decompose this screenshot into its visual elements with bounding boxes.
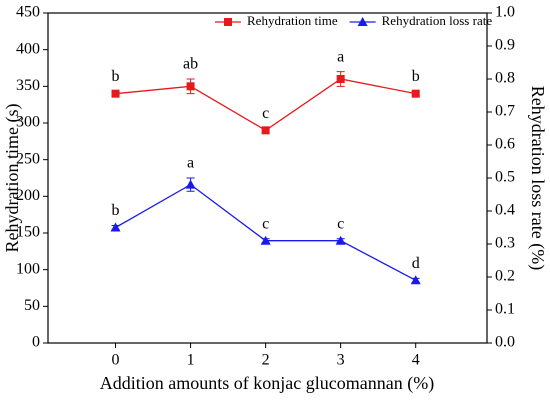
significance-letter: b [112, 202, 120, 219]
y-tick-label: 50 [24, 297, 40, 314]
significance-letter: d [412, 255, 420, 272]
point [186, 82, 195, 91]
y2-tick-label: 0.7 [495, 103, 515, 120]
y2-tick-label: 1.0 [495, 4, 515, 21]
y-tick-label: 300 [16, 114, 40, 131]
y2-tick-label: 0.8 [495, 70, 515, 87]
point [110, 222, 121, 232]
y2-tick-label: 0.9 [495, 37, 515, 54]
x-tick-label: 3 [337, 352, 345, 369]
y2-tick-label: 0.1 [495, 301, 515, 318]
point [185, 179, 196, 189]
significance-letter: a [337, 48, 344, 65]
y2-tick-label: 0.2 [495, 268, 515, 285]
y2-tick-label: 0.6 [495, 136, 515, 153]
y-tick-label: 250 [16, 150, 40, 167]
y-tick-label: 150 [16, 224, 40, 241]
significance-letter: c [262, 215, 269, 232]
legend-label: Rehydration time [247, 13, 338, 28]
point [111, 89, 120, 98]
significance-letter: b [112, 68, 120, 85]
x-tick-label: 4 [412, 352, 420, 369]
significance-letter: c [337, 215, 344, 232]
significance-letter: b [412, 68, 420, 85]
legend-marker [224, 18, 232, 26]
y-tick-label: 200 [16, 187, 40, 204]
plot-frame [47, 12, 488, 344]
significance-letter: c [262, 105, 269, 122]
x-tick-label: 0 [112, 352, 120, 369]
y-tick-label: 350 [16, 77, 40, 94]
point [335, 235, 346, 245]
x-axis-label: Addition amounts of konjac glucomannan (… [100, 373, 434, 394]
y2-tick-label: 0.4 [495, 202, 515, 219]
y2-tick-label: 0.0 [495, 334, 515, 351]
y-tick-label: 400 [16, 40, 40, 57]
legend-marker [357, 17, 368, 26]
series-line [115, 183, 417, 281]
point [336, 75, 345, 83]
point [411, 89, 420, 98]
y2-tick-label: 0.5 [495, 169, 515, 186]
x-tick-label: 2 [262, 352, 270, 369]
legend-label: Rehydration loss rate [382, 13, 493, 28]
point [260, 235, 271, 245]
y2-tick-label: 0.3 [495, 235, 515, 252]
y-tick-label: 450 [16, 4, 40, 21]
y-axis-label: Rehydration time (s) [2, 104, 23, 253]
y-tick-label: 100 [16, 260, 40, 277]
y-tick-label: 0 [32, 334, 40, 351]
significance-letter: a [187, 155, 194, 172]
significance-letter: ab [183, 56, 198, 73]
y2-axis-label: Rehydration loss rate (%) [527, 86, 548, 270]
point [410, 275, 421, 285]
x-tick-label: 1 [187, 352, 195, 369]
point [261, 126, 270, 135]
